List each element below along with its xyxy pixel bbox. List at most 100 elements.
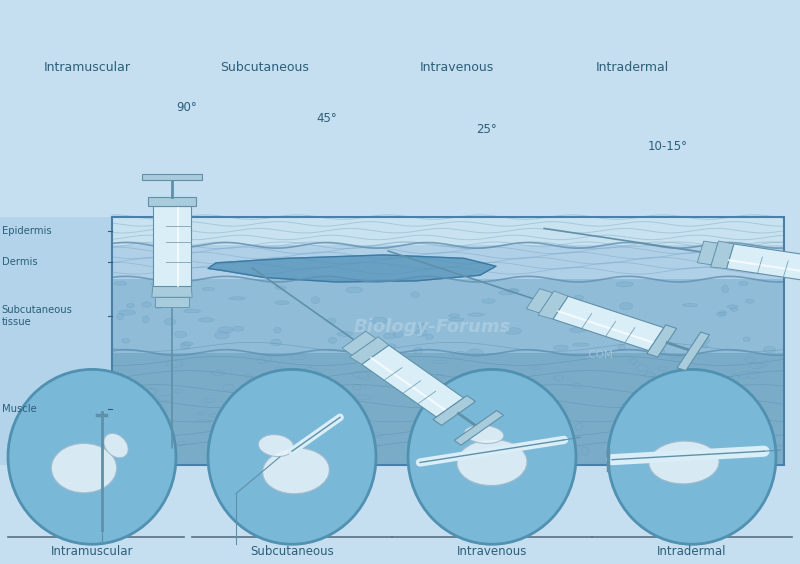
Ellipse shape: [698, 345, 708, 348]
Ellipse shape: [468, 378, 484, 381]
Ellipse shape: [214, 450, 226, 453]
Ellipse shape: [51, 443, 117, 493]
Ellipse shape: [657, 438, 669, 442]
Ellipse shape: [114, 281, 127, 285]
Ellipse shape: [251, 380, 268, 382]
Ellipse shape: [718, 390, 732, 396]
Ellipse shape: [546, 422, 557, 428]
Text: Subcutaneous: Subcutaneous: [220, 61, 309, 74]
Ellipse shape: [241, 396, 252, 400]
Polygon shape: [454, 411, 503, 445]
Ellipse shape: [224, 457, 231, 460]
Ellipse shape: [624, 458, 632, 461]
Ellipse shape: [142, 302, 151, 307]
Ellipse shape: [355, 395, 371, 399]
Ellipse shape: [205, 398, 215, 403]
Ellipse shape: [274, 328, 281, 333]
Ellipse shape: [502, 431, 513, 439]
Ellipse shape: [305, 390, 321, 395]
Ellipse shape: [233, 326, 244, 331]
Polygon shape: [148, 197, 196, 206]
Ellipse shape: [417, 324, 426, 328]
Ellipse shape: [315, 376, 330, 382]
Polygon shape: [553, 296, 664, 351]
Ellipse shape: [738, 372, 752, 378]
Ellipse shape: [258, 358, 266, 364]
Ellipse shape: [414, 347, 422, 354]
Ellipse shape: [394, 330, 402, 338]
Ellipse shape: [652, 438, 665, 446]
Ellipse shape: [749, 415, 758, 418]
Ellipse shape: [638, 330, 646, 336]
Ellipse shape: [722, 285, 729, 293]
Ellipse shape: [453, 351, 467, 358]
Ellipse shape: [370, 433, 382, 438]
Ellipse shape: [498, 290, 516, 295]
Ellipse shape: [261, 396, 274, 403]
Ellipse shape: [668, 429, 682, 435]
Ellipse shape: [310, 371, 322, 378]
Ellipse shape: [117, 314, 123, 320]
Ellipse shape: [637, 337, 651, 340]
Ellipse shape: [710, 455, 724, 459]
Ellipse shape: [338, 422, 354, 429]
Ellipse shape: [644, 413, 654, 420]
Ellipse shape: [573, 305, 584, 311]
Ellipse shape: [449, 438, 458, 444]
Ellipse shape: [666, 430, 673, 435]
Ellipse shape: [352, 371, 370, 378]
Ellipse shape: [119, 385, 130, 388]
Ellipse shape: [467, 349, 483, 356]
Ellipse shape: [755, 364, 767, 367]
Ellipse shape: [669, 376, 685, 379]
Ellipse shape: [216, 451, 223, 456]
Ellipse shape: [747, 371, 758, 378]
Ellipse shape: [743, 337, 750, 341]
Text: 25°: 25°: [476, 123, 497, 136]
Polygon shape: [433, 395, 475, 425]
Ellipse shape: [655, 435, 664, 440]
Ellipse shape: [662, 434, 672, 442]
Ellipse shape: [398, 368, 407, 372]
Ellipse shape: [482, 299, 495, 303]
Ellipse shape: [738, 281, 748, 285]
Ellipse shape: [654, 349, 666, 356]
Ellipse shape: [425, 334, 433, 340]
Text: Intravenous: Intravenous: [420, 61, 494, 74]
Ellipse shape: [726, 403, 742, 408]
Ellipse shape: [471, 410, 486, 413]
Ellipse shape: [223, 384, 234, 391]
Bar: [112, 217, 784, 245]
Ellipse shape: [763, 346, 775, 352]
Ellipse shape: [327, 318, 336, 323]
Text: Epidermis: Epidermis: [2, 226, 51, 236]
Ellipse shape: [177, 442, 185, 445]
Ellipse shape: [710, 424, 722, 430]
Text: Intramuscular: Intramuscular: [44, 61, 131, 74]
Ellipse shape: [142, 316, 149, 323]
Text: 90°: 90°: [176, 100, 197, 114]
Ellipse shape: [357, 324, 366, 331]
Ellipse shape: [197, 419, 211, 422]
Ellipse shape: [359, 373, 370, 380]
Ellipse shape: [573, 343, 589, 346]
Ellipse shape: [658, 367, 667, 371]
Ellipse shape: [468, 313, 484, 316]
Ellipse shape: [763, 438, 770, 445]
Ellipse shape: [383, 333, 396, 339]
Ellipse shape: [245, 374, 252, 378]
Ellipse shape: [646, 452, 654, 457]
Ellipse shape: [258, 435, 294, 456]
Text: Subcutaneous
tissue: Subcutaneous tissue: [2, 305, 73, 327]
Polygon shape: [710, 241, 734, 268]
Ellipse shape: [198, 318, 214, 322]
Ellipse shape: [536, 292, 552, 300]
Ellipse shape: [509, 407, 523, 414]
Text: Intramuscular: Intramuscular: [50, 545, 134, 558]
Ellipse shape: [240, 402, 254, 409]
Ellipse shape: [346, 287, 362, 293]
Polygon shape: [153, 206, 191, 286]
Text: 45°: 45°: [316, 112, 337, 125]
Ellipse shape: [576, 423, 583, 431]
Ellipse shape: [732, 374, 738, 382]
